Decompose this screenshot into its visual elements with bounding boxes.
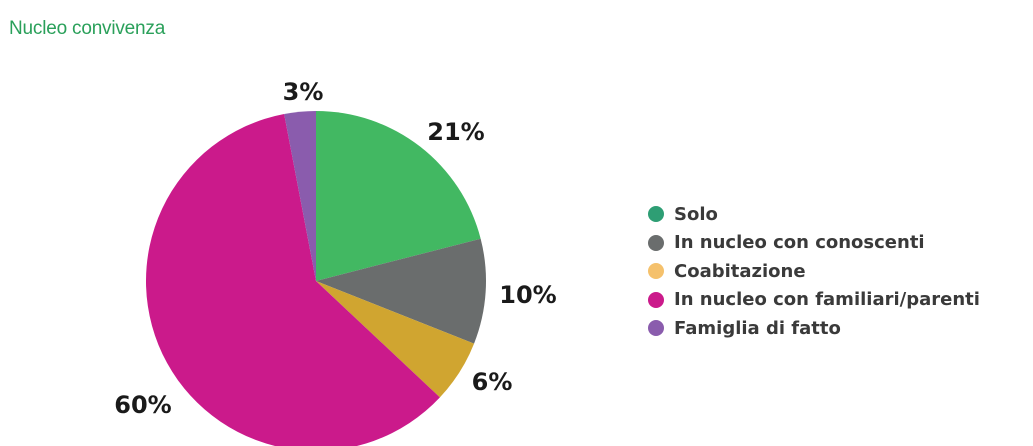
legend-swatch-icon	[648, 206, 664, 223]
legend-item-3: Coabitazione	[648, 257, 980, 286]
slice-value-label-3: 6%	[472, 368, 513, 396]
legend-swatch-icon	[648, 291, 664, 308]
legend-item-4: In nucleo con familiari/parenti	[648, 286, 980, 315]
legend-swatch-icon	[648, 234, 664, 251]
pie-data-labels: 21% 10% 6% 60% 3%	[114, 78, 556, 419]
legend-swatch-icon	[648, 263, 664, 280]
legend: Solo In nucleo con conoscenti Coabitazione…	[648, 200, 980, 343]
chart-title: Nucleo convivenza	[9, 18, 166, 39]
legend-item-1: Solo	[648, 200, 980, 229]
legend-item-5: Famiglia di fatto	[648, 314, 980, 343]
legend-label: Famiglia di fatto	[674, 317, 841, 339]
slice-value-label-4: 60%	[114, 391, 171, 419]
legend-label: Coabitazione	[674, 260, 806, 282]
pie-slice-3	[316, 281, 475, 398]
pie-chart: 21% 10% 6% 60% 3%	[114, 78, 557, 446]
pie-slice-5	[284, 111, 316, 281]
legend-label: In nucleo con conoscenti	[674, 232, 925, 254]
legend-label: In nucleo con familiari/parenti	[674, 289, 980, 311]
slice-value-label-1: 21%	[427, 118, 484, 146]
pie-slice-2	[316, 238, 486, 344]
legend-item-2: In nucleo con conoscenti	[648, 229, 980, 258]
legend-label: Solo	[674, 203, 718, 225]
pie-slice-4	[146, 114, 440, 446]
pie-slices	[146, 111, 486, 446]
legend-swatch-icon	[648, 320, 664, 337]
pie-slice-1	[316, 111, 481, 281]
slice-value-label-2: 10%	[499, 281, 556, 309]
slice-value-label-5: 3%	[283, 78, 324, 106]
